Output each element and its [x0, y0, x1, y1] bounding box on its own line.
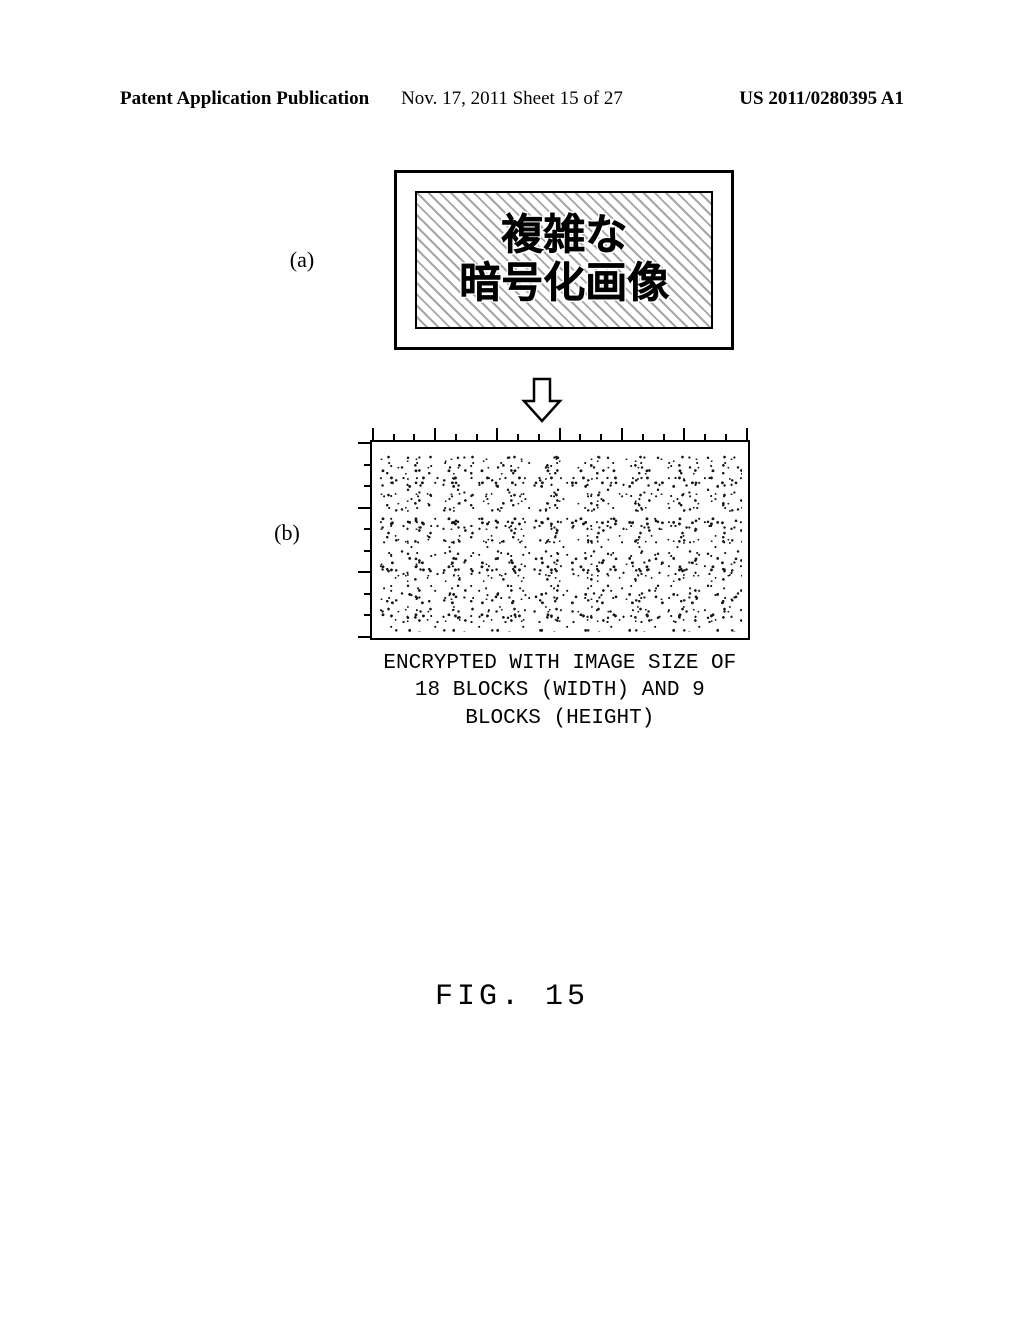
original-image-box: 複雑な 暗号化画像 — [394, 170, 734, 350]
figure-content: (a) 複雑な 暗号化画像 (b) ENCRYPTED WITH IMAGE S… — [0, 170, 1024, 732]
encrypted-image-box — [370, 440, 750, 640]
encrypted-caption: ENCRYPTED WITH IMAGE SIZE OF 18 BLOCKS (… — [383, 650, 736, 732]
encrypted-noise — [378, 454, 742, 632]
hatched-region: 複雑な 暗号化画像 — [415, 191, 713, 329]
header-left: Patent Application Publication — [120, 88, 369, 110]
tick-marks-top — [372, 432, 748, 442]
page-header: Patent Application Publication Nov. 17, … — [0, 88, 1024, 110]
panel-b-label: (b) — [274, 520, 300, 546]
header-right: US 2011/0280395 A1 — [739, 88, 904, 110]
arrow-down-icon — [517, 375, 567, 425]
japanese-text-line2: 暗号化画像 — [459, 260, 669, 308]
japanese-text-line1: 複雑な — [501, 212, 627, 260]
panel-a-label: (a) — [290, 247, 314, 273]
panel-b-content: ENCRYPTED WITH IMAGE SIZE OF 18 BLOCKS (… — [370, 440, 750, 732]
panel-b: (b) ENCRYPTED WITH IMAGE SIZE OF 18 BLOC… — [274, 440, 750, 732]
tick-marks-left — [362, 442, 372, 638]
header-center: Nov. 17, 2011 Sheet 15 of 27 — [401, 88, 623, 110]
figure-number: FIG. 15 — [435, 980, 589, 1014]
panel-a: (a) 複雑な 暗号化画像 — [290, 170, 734, 350]
